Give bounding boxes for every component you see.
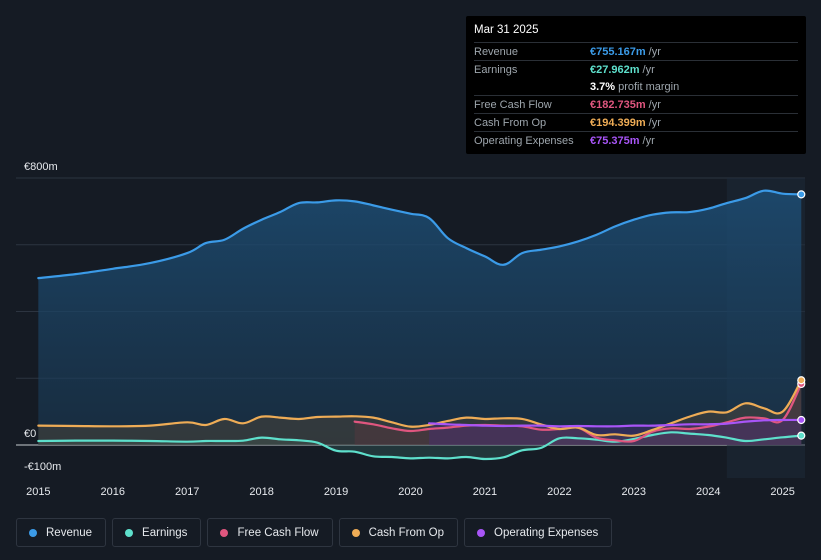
tooltip-row-revenue: Revenue €755.167m /yr: [474, 42, 798, 60]
chart-canvas: €800m€0-€100m 2015 2016 2017 2018 2019 2020 20…: [16, 161, 806, 498]
legend-label: Earnings: [142, 526, 188, 539]
cash-from-op-area: [38, 380, 802, 445]
tooltip-label: Cash From Op: [474, 116, 547, 129]
y-tick-label: €800m: [24, 161, 58, 173]
legend-item-earnings[interactable]: Earnings: [112, 518, 202, 547]
x-tick-label: 2022: [547, 486, 571, 498]
earnings-endpoint: [797, 431, 806, 440]
legend-dot-icon: [29, 528, 37, 537]
revenue-endpoint: [797, 190, 806, 199]
tooltip-panel: Mar 31 2025 Revenue €755.167m /yr Earnin…: [466, 16, 806, 154]
x-tick-label: 2015: [26, 486, 50, 498]
legend-item-revenue[interactable]: Revenue: [16, 518, 107, 547]
tooltip-value: €194.399m: [590, 116, 646, 129]
x-tick-label: 2025: [770, 486, 794, 498]
tooltip-unit: /yr: [648, 98, 661, 111]
legend-item-cash-from-op[interactable]: Cash From Op: [338, 518, 459, 547]
legend-dot-icon: [220, 528, 229, 537]
x-tick-label: 2017: [175, 486, 199, 498]
tooltip-value: 3.7%: [590, 80, 616, 93]
legend-item-operating-expenses[interactable]: Operating Expenses: [464, 518, 613, 547]
x-tick-label: 2023: [622, 486, 646, 498]
legend-item-free-cash-flow[interactable]: Free Cash Flow: [207, 518, 333, 547]
tooltip-row-margin: 3.7% profit margin: [474, 78, 798, 95]
tooltip-value: €75.375m: [590, 134, 640, 147]
tooltip-value: €182.735m: [590, 98, 646, 111]
x-tick-label: 2024: [696, 486, 720, 498]
tooltip-label: Operating Expenses: [474, 134, 574, 147]
tooltip-value: €755.167m: [590, 45, 646, 58]
tooltip-row-earnings: Earnings €27.962m /yr: [474, 60, 798, 78]
tooltip-unit: /yr: [648, 116, 661, 129]
tooltip-row-free-cash-flow: Free Cash Flow €182.735m /yr: [474, 95, 798, 113]
legend-dot-icon: [477, 528, 486, 537]
cash-from-op-line: [37, 379, 803, 437]
tooltip-row-cash-from-op: Cash From Op €194.399m /yr: [474, 113, 798, 131]
earnings-line: [37, 431, 803, 461]
tooltip-unit: /yr: [642, 134, 655, 147]
tooltip-label: Revenue: [474, 45, 519, 58]
tooltip-unit: /yr: [648, 45, 661, 58]
y-tick-label: -€100m: [24, 461, 61, 473]
legend-label: Free Cash Flow: [237, 526, 319, 539]
y-tick-label: €0: [24, 428, 36, 440]
legend-label: Operating Expenses: [494, 526, 599, 539]
operating-expenses-endpoint: [797, 415, 806, 425]
tooltip-unit: /yr: [642, 63, 655, 76]
operating-expenses-line: [428, 418, 803, 428]
series-areas: [38, 190, 802, 460]
tooltip-unit: profit margin: [618, 80, 680, 93]
x-tick-label: 2021: [473, 486, 497, 498]
tooltip-value: €27.962m: [590, 63, 640, 76]
x-tick-label: 2018: [249, 486, 273, 498]
tooltip-row-operating-expenses: Operating Expenses €75.375m /yr: [474, 131, 798, 149]
legend: Revenue Earnings Free Cash Flow Cash Fro…: [16, 518, 613, 547]
x-axis: 2015 2016 2017 2018 2019 2020 2021 2022 2023 2024…: [26, 486, 795, 498]
cash-from-op-endpoint: [797, 376, 806, 385]
revenue-area: [38, 190, 802, 445]
tooltip-label: Free Cash Flow: [474, 98, 552, 111]
revenue-line: [37, 189, 803, 280]
legend-label: Cash From Op: [368, 526, 445, 539]
series-lines: [37, 189, 803, 461]
tooltip-date: Mar 31 2025: [474, 24, 539, 36]
y-axis: €800m €0 -€100m: [24, 161, 61, 473]
earnings-area: [38, 432, 802, 460]
tooltip-label: Earnings: [474, 63, 518, 76]
x-tick-label: 2019: [324, 486, 348, 498]
series-endpoints: [797, 190, 806, 440]
legend-label: Revenue: [46, 526, 93, 539]
legend-dot-icon: [125, 528, 134, 537]
x-tick-label: 2020: [398, 486, 422, 498]
legend-dot-icon: [351, 528, 360, 537]
x-tick-label: 2016: [101, 486, 125, 498]
